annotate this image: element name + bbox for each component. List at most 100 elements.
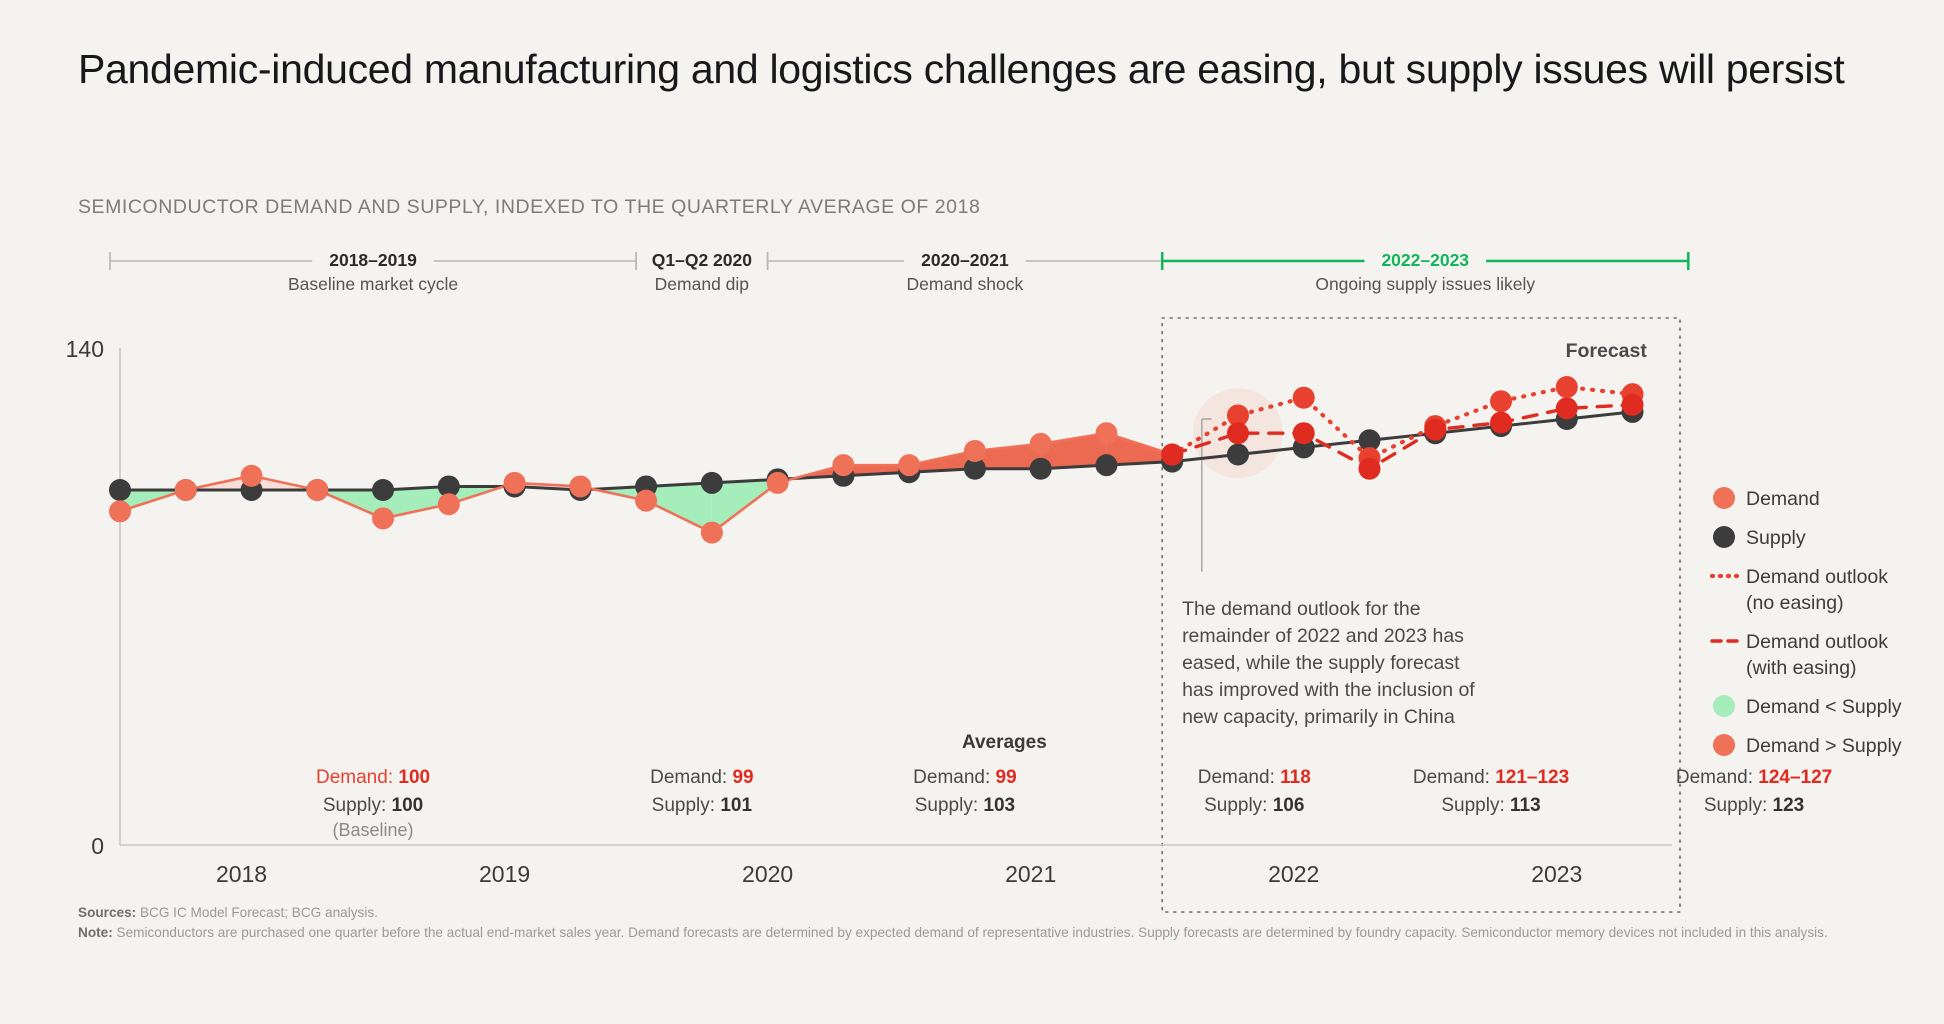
sources-line: Sources: BCG IC Model Forecast; BCG anal…: [78, 903, 1878, 923]
data-point-demand-outlook-with-easing-: [1621, 393, 1644, 416]
data-point-demand-outlook-with-easing-: [1555, 397, 1578, 420]
data-point-supply: [1095, 454, 1118, 477]
average-demand: Demand: 99: [913, 767, 1017, 788]
page-title: Pandemic-induced manufacturing and logis…: [78, 46, 1845, 92]
series-line-supply: [118, 410, 1635, 492]
forecast-region-box: [1161, 317, 1681, 913]
average-supply: Supply: 113: [1441, 795, 1540, 816]
band-title: 2018–2019: [329, 250, 417, 270]
x-axis-label-2023: 2023: [1531, 861, 1582, 887]
data-point-supply: [437, 475, 460, 498]
forecast-annotation-line: remainder of 2022 and 2023 has: [1182, 625, 1464, 647]
data-point-demand-outlook-with-easing-: [1161, 443, 1184, 466]
data-point-supply: [1029, 457, 1052, 480]
data-point-demand: [963, 439, 986, 462]
period-band-3: 2020–2021 Demand shock: [766, 250, 1164, 294]
average-group-5: Demand: 121–123 Supply: 113: [1413, 767, 1569, 816]
area-fill-segment: [909, 450, 975, 473]
data-point-demand-outlook-no-easing-: [1292, 386, 1315, 409]
average-supply: Supply: 100: [323, 795, 423, 816]
legend-item-2[interactable]: Supply: [1713, 526, 1806, 549]
legend-label-second-line: (no easing): [1746, 592, 1844, 614]
legend-item-4[interactable]: Demand outlook (with easing): [1710, 631, 1888, 679]
x-axis-label-2022: 2022: [1268, 861, 1319, 887]
legend-label: Demand < Supply: [1746, 696, 1902, 718]
area-fill-segment: [383, 486, 449, 519]
chart-subtitle: SEMICONDUCTOR DEMAND AND SUPPLY, INDEXED…: [78, 196, 981, 218]
note-label: Note:: [78, 925, 113, 941]
data-point-supply: [1226, 443, 1249, 466]
average-demand: Demand: 99: [650, 767, 754, 788]
note-text: Semiconductors are purchased one quarter…: [116, 925, 1828, 941]
data-point-demand-outlook-with-easing-: [1358, 457, 1381, 480]
data-point-supply: [963, 457, 986, 480]
data-point-demand: [569, 475, 592, 498]
forecast-annotation-line: eased, while the supply forecast: [1182, 652, 1460, 674]
data-point-demand: [174, 479, 197, 501]
average-supply: Supply: 106: [1204, 795, 1304, 816]
data-point-supply: [700, 471, 723, 494]
legend-label: Demand outlook: [1746, 566, 1888, 588]
y-axis-tick-0: 0: [91, 833, 104, 859]
band-description: Baseline market cycle: [288, 274, 458, 294]
legend-dot-marker: [1713, 487, 1735, 509]
data-point-demand-outlook-no-easing-: [1226, 404, 1249, 427]
y-axis-tick-140: 140: [66, 336, 104, 362]
average-demand: Demand: 124–127: [1676, 767, 1832, 788]
data-point-demand: [700, 521, 723, 544]
data-point-demand-outlook-with-easing-: [1292, 422, 1315, 445]
average-demand: Demand: 118: [1198, 767, 1311, 788]
data-point-demand: [635, 489, 658, 512]
x-axis-label-2021: 2021: [1005, 861, 1056, 887]
average-baseline-note: (Baseline): [333, 820, 414, 840]
legend-item-1[interactable]: Demand: [1713, 487, 1820, 510]
data-point-demand-outlook-no-easing-: [1555, 376, 1578, 399]
forecast-annotation-line: new capacity, primarily in China: [1182, 706, 1455, 728]
data-point-demand: [1029, 432, 1052, 455]
data-point-demand: [109, 500, 131, 523]
band-title: 2020–2021: [921, 250, 1009, 270]
band-title: 2022–2023: [1381, 250, 1469, 270]
data-point-supply: [372, 479, 395, 501]
data-point-demand: [372, 507, 395, 530]
legend-item-6[interactable]: Demand > Supply: [1713, 734, 1902, 757]
data-point-demand: [240, 464, 263, 487]
data-point-supply: [1358, 429, 1381, 452]
sources-label: Sources:: [78, 905, 137, 920]
average-group-6: Demand: 124–127 Supply: 123: [1676, 767, 1832, 816]
average-demand: Demand: 100: [316, 767, 430, 788]
forecast-annotation-line: The demand outlook for the: [1182, 598, 1421, 620]
area-fill-segment: [646, 482, 712, 533]
period-band-1: 2018–2019 Baseline market cycle: [109, 250, 637, 294]
band-description: Ongoing supply issues likely: [1315, 274, 1535, 294]
average-supply: Supply: 123: [1704, 795, 1804, 816]
legend-dot-marker: [1713, 526, 1735, 548]
data-point-demand: [832, 454, 855, 477]
forecast-annotation-line: has improved with the inclusion of: [1182, 679, 1475, 701]
note-line: Note: Semiconductors are purchased one q…: [78, 923, 1878, 943]
period-band-2: Q1–Q2 2020 Demand dip: [635, 250, 769, 294]
averages-header: Averages: [962, 732, 1047, 753]
legend-item-5[interactable]: Demand < Supply: [1713, 695, 1902, 718]
data-point-demand-outlook-no-easing-: [1490, 390, 1513, 413]
data-point-demand-outlook-with-easing-: [1226, 422, 1249, 445]
band-title: Q1–Q2 2020: [652, 250, 752, 270]
data-point-demand: [306, 479, 329, 501]
series-line-demand-outlook-no-easing-: [1170, 384, 1635, 461]
band-description: Demand dip: [655, 274, 749, 294]
data-point-demand: [898, 454, 921, 477]
average-supply: Supply: 103: [915, 795, 1015, 816]
data-point-demand: [766, 471, 789, 494]
average-group-3: Demand: 99 Supply: 103: [913, 767, 1017, 816]
average-group-4: Demand: 118 Supply: 106: [1198, 767, 1311, 816]
average-supply: Supply: 101: [652, 795, 753, 816]
data-point-demand: [437, 493, 460, 516]
legend-label-second-line: (with easing): [1746, 657, 1857, 679]
legend-label: Demand: [1746, 488, 1820, 510]
average-demand: Demand: 121–123: [1413, 767, 1569, 788]
period-band-4: 2022–2023 Ongoing supply issues likely: [1160, 250, 1690, 294]
data-point-demand: [503, 471, 526, 494]
sources-text: BCG IC Model Forecast; BCG analysis.: [139, 905, 378, 920]
legend-item-3[interactable]: Demand outlook (no easing): [1709, 566, 1888, 614]
